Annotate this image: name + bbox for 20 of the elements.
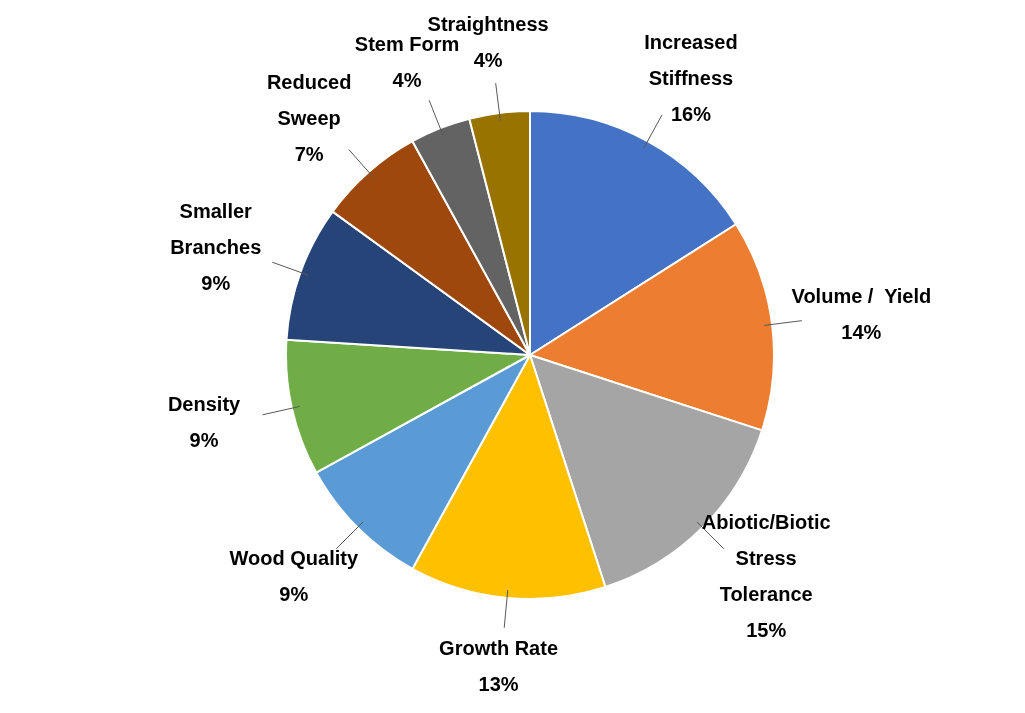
slice-label: Density	[167, 393, 242, 416]
data-label: 15%	[746, 618, 787, 641]
data-label: 9%	[201, 272, 231, 295]
data-label: 13%	[478, 673, 519, 696]
slice-label: Stem Form	[354, 32, 460, 55]
slice-label: Growth Rate	[439, 637, 559, 660]
slice-label: Abiotic/Biotic Stress Tolerance	[701, 510, 831, 605]
slice-label: Smaller Branches	[170, 200, 262, 259]
data-label: 9%	[279, 582, 309, 605]
slice-label: Volume / Yield	[791, 285, 932, 308]
data-label: 7%	[294, 142, 324, 165]
slice-label: Increased Stiffness	[644, 31, 738, 90]
slice-label: Wood Quality	[229, 546, 359, 569]
data-label: 9%	[189, 429, 219, 452]
data-label: 4%	[473, 48, 503, 71]
slice-label: Reduced Sweep	[266, 70, 352, 129]
data-label: 16%	[670, 103, 712, 126]
data-label: 4%	[392, 68, 422, 91]
data-label: 14%	[841, 321, 882, 344]
slice-label: Straightness	[427, 12, 549, 35]
